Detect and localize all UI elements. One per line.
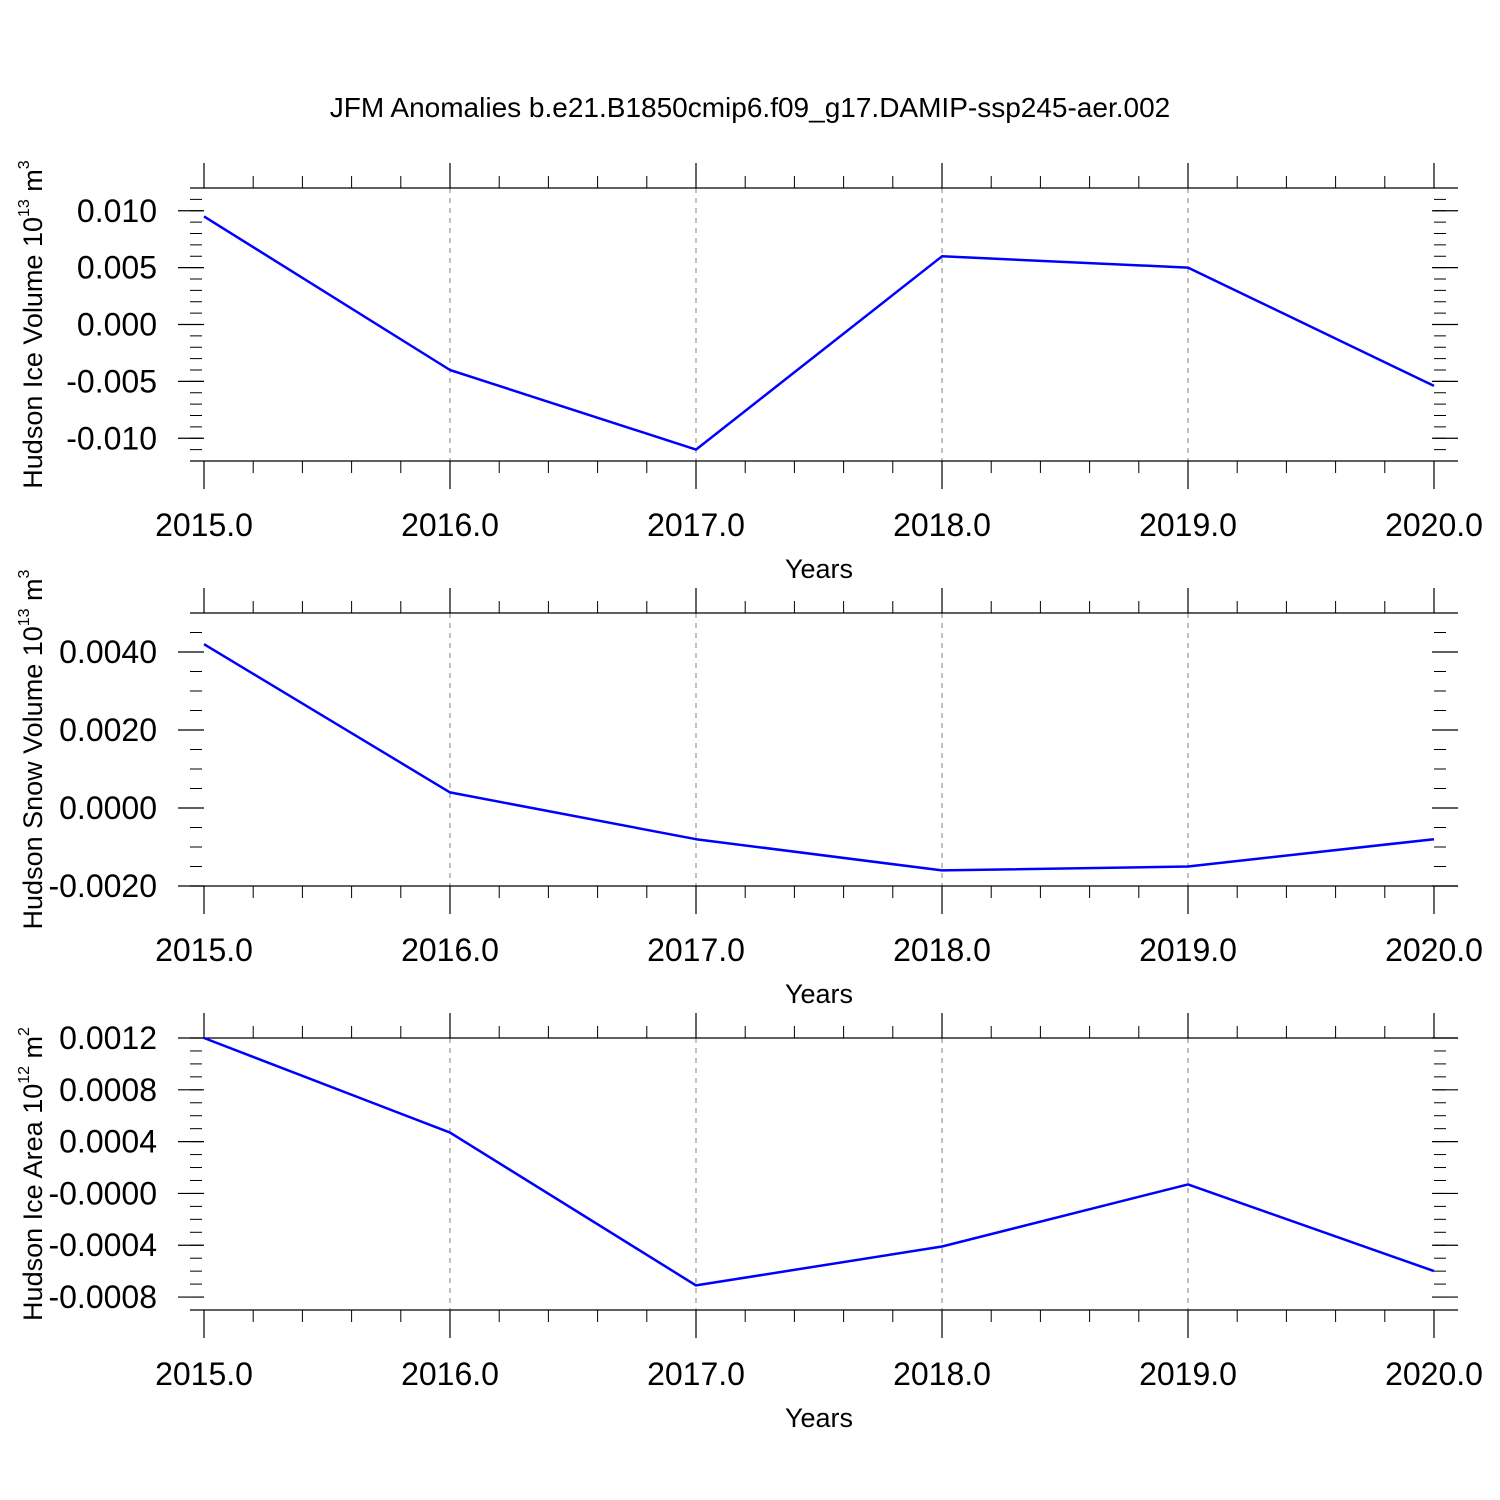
ylabel-ice-volume-text: Hudson Ice Volume 10 [18, 217, 48, 489]
panel-ice-volume: Hudson Ice Volume 1013 m3 Years 0.0100.0… [16, 160, 1483, 584]
ylabel-ice-area-text: Hudson Ice Area 10 [18, 1084, 48, 1321]
series-line-ice-volume [203, 215, 1435, 451]
panel-snow-volume: Hudson Snow Volume 1013 m3 Years 0.0040 0… [16, 569, 1483, 1009]
figure-title: JFM Anomalies b.e21.B1850cmip6.f09_g17.D… [330, 92, 1170, 123]
series-line-ice-area [203, 1036, 1435, 1287]
xlabel-ice-volume: Years [785, 554, 853, 584]
x-tick-label: 2019.0 [1139, 507, 1237, 543]
x-tick-label: 2020.0 [1385, 932, 1483, 968]
x-tick-label: 2016.0 [401, 507, 499, 543]
x-tick-label: 2015.0 [155, 507, 253, 543]
x-tick-label: 2016.0 [401, 1356, 499, 1392]
y-tick-label: 0.005 [77, 250, 157, 286]
x-tick-label: 2018.0 [893, 1356, 991, 1392]
y-tick-label: 0.0040 [59, 634, 157, 670]
y-tick-label: -0.010 [66, 420, 157, 456]
x-tick-label: 2019.0 [1139, 1356, 1237, 1392]
y-tick-label: -0.0008 [48, 1279, 157, 1315]
panel-ice-area: Hudson Ice Area 1012 m2 Years 0.0012 0.00… [16, 1013, 1483, 1433]
y-tick-label: 0.0012 [59, 1020, 157, 1056]
ylabel-ice-volume-unit: m [18, 169, 48, 199]
ylabel-ice-area-exponent: 12 [16, 1066, 33, 1084]
xlabel-ice-area: Years [785, 1403, 853, 1433]
ylabel-snow-volume-text: Hudson Snow Volume 10 [18, 626, 48, 929]
x-tick-label: 2018.0 [893, 932, 991, 968]
x-tick-label: 2020.0 [1385, 1356, 1483, 1392]
y-tick-label: 0.0008 [59, 1072, 157, 1108]
y-tick-label: 0.0020 [59, 712, 157, 748]
x-tick-label: 2017.0 [647, 507, 745, 543]
y-tick-label: -0.0004 [48, 1227, 157, 1263]
ylabel-snow-volume-unit: m [18, 578, 48, 608]
y-tick-label: 0.010 [77, 193, 157, 229]
y-tick-label: -0.0000 [48, 1175, 157, 1211]
ylabel-ice-area-unit-exponent: 2 [16, 1027, 33, 1036]
ylabel-ice-area: Hudson Ice Area 1012 m2 [16, 1027, 48, 1321]
ylabel-snow-volume: Hudson Snow Volume 1013 m3 [16, 569, 48, 929]
x-tick-label: 2017.0 [647, 932, 745, 968]
ylabel-snow-volume-exponent: 13 [16, 608, 33, 626]
x-tick-label: 2018.0 [893, 507, 991, 543]
ylabel-ice-volume-unit-exponent: 3 [16, 160, 33, 169]
x-tick-label: 2017.0 [647, 1356, 745, 1392]
y-tick-label: 0.000 [77, 307, 157, 343]
ylabel-ice-area-unit: m [18, 1036, 48, 1066]
ylabel-ice-volume-exponent: 13 [16, 199, 33, 217]
x-tick-label: 2015.0 [155, 1356, 253, 1392]
y-tick-label: -0.0020 [48, 868, 157, 904]
x-tick-label: 2016.0 [401, 932, 499, 968]
y-tick-label: 0.0004 [59, 1124, 157, 1160]
x-tick-label: 2020.0 [1385, 507, 1483, 543]
series-line-snow-volume [203, 643, 1435, 872]
ylabel-ice-volume: Hudson Ice Volume 1013 m3 [16, 160, 48, 488]
ylabel-snow-volume-unit-exponent: 3 [16, 569, 33, 578]
x-tick-label: 2019.0 [1139, 932, 1237, 968]
x-tick-label: 2015.0 [155, 932, 253, 968]
y-tick-label: 0.0000 [59, 790, 157, 826]
xlabel-snow-volume: Years [785, 979, 853, 1009]
y-tick-label: -0.005 [66, 363, 157, 399]
